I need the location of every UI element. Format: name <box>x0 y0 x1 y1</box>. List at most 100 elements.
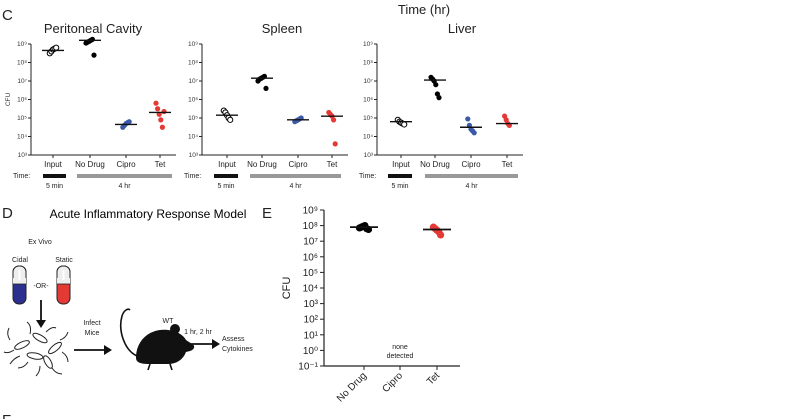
y-tick-label: 10⁸ <box>363 60 373 67</box>
data-point <box>53 44 60 51</box>
static-tube-icon <box>56 265 71 305</box>
cidal-label: Cidal <box>12 257 28 264</box>
x-tick-label: Cipro <box>116 160 136 169</box>
chart-spleen: Spleen 10³ 10⁴ 10⁵ 10⁶ 10⁷ 10⁸ 10⁹ Input No Drug C… <box>184 21 348 190</box>
treatment-time-bar <box>250 174 341 178</box>
time-label: Time: <box>13 173 30 180</box>
treatment-time-label: 4 hr <box>118 183 131 190</box>
y-tick-label: 10⁹ <box>303 206 318 217</box>
y-tick-label: 10⁷ <box>303 237 318 248</box>
chart-panel-e: 10⁻¹ 10⁰ 10¹ 10² 10³ 10⁴ 10⁵ 10⁶ 10⁷ 10⁸ 10⁹ CFU No … <box>281 206 460 404</box>
y-tick-label: 10⁴ <box>17 134 27 141</box>
x-tick-label: Input <box>218 160 237 169</box>
x-tick-label: Cipro <box>288 160 308 169</box>
data-point <box>437 231 445 239</box>
mice-label: Mice <box>85 330 100 337</box>
y-tick-label: 10¹ <box>304 330 319 341</box>
time-label: Time: <box>359 173 376 180</box>
y-tick-label: 10³ <box>304 299 319 310</box>
panel-e-letter: E <box>262 205 272 222</box>
static-label: Static <box>55 257 73 264</box>
x-tick-label: Tet <box>502 160 513 169</box>
panel-d-letter: D <box>2 205 13 222</box>
x-tick-label: Cipro <box>461 160 481 169</box>
cytokines-label: Cytokines <box>222 346 253 353</box>
x-tick-label: Input <box>392 160 411 169</box>
y-tick-label: 10⁷ <box>188 78 198 85</box>
y-tick-label: 10⁵ <box>188 115 198 122</box>
data-point <box>227 116 234 123</box>
treatment-time-label: 4 hr <box>289 183 302 190</box>
y-tick-label: 10⁶ <box>363 97 373 104</box>
data-point <box>91 52 97 58</box>
y-tick-label: 10⁸ <box>17 60 27 67</box>
x-tick-label: Tet <box>425 370 442 387</box>
x-tick-label: Input <box>44 160 63 169</box>
treatment-time-bar <box>77 174 172 178</box>
panel-f-letter: F <box>2 412 11 419</box>
data-point <box>153 100 159 106</box>
y-tick-label: 10³ <box>18 152 28 159</box>
y-tick-label: 10⁷ <box>17 78 27 85</box>
y-tick-label: 10⁴ <box>188 134 198 141</box>
y-tick-label: 10⁴ <box>363 134 373 141</box>
time-header: Time (hr) <box>398 2 450 17</box>
data-point <box>263 85 269 91</box>
chart-title: Liver <box>448 21 477 36</box>
none-detected-annotation: none <box>392 344 408 351</box>
time-label: Time: <box>184 173 201 180</box>
y-tick-label: 10⁹ <box>363 41 373 48</box>
y-tick-label: 10⁷ <box>363 78 373 85</box>
x-tick-label: Cipro <box>380 370 405 395</box>
y-tick-label: 10² <box>304 315 319 326</box>
y-axis-label: CFU <box>5 93 12 107</box>
y-tick-label: 10⁶ <box>188 97 198 104</box>
input-time-bar <box>214 174 238 178</box>
x-tick-label: No Drug <box>420 160 450 169</box>
y-tick-label: 10⁸ <box>303 221 318 232</box>
data-point <box>401 121 408 128</box>
none-detected-annotation: detected <box>387 353 414 360</box>
input-time-label: 5 min <box>46 183 63 190</box>
y-tick-label: 10³ <box>364 152 374 159</box>
data-point <box>331 117 337 123</box>
or-label: -OR- <box>33 283 49 290</box>
infect-label: Infect <box>83 320 100 327</box>
chart-title: Peritoneal Cavity <box>44 21 143 36</box>
y-tick-label: 10⁸ <box>188 60 198 67</box>
y-tick-label: 10⁶ <box>303 252 318 263</box>
y-tick-label: 10⁵ <box>17 115 27 122</box>
cidal-tube-icon <box>12 265 27 305</box>
panel-d-title: Acute Inflammatory Response Model <box>50 207 247 221</box>
chart-title: Spleen <box>262 21 302 36</box>
chart-liver: Liver 10³ 10⁴ 10⁵ 10⁶ 10⁷ 10⁸ 10⁹ Input No Drug Ci… <box>359 21 523 190</box>
wt-label: WT <box>163 318 175 325</box>
assess-arrow-icon <box>184 339 220 349</box>
data-point <box>155 106 161 112</box>
data-point <box>471 130 477 136</box>
assess-label: Assess <box>222 336 245 343</box>
y-tick-label: 10⁹ <box>17 41 27 48</box>
infect-arrow-icon <box>74 345 112 355</box>
down-arrow-icon <box>36 300 46 328</box>
chart-peritoneal-cavity: Peritoneal Cavity 10³ 10⁴ 10⁵ 10⁶ 10⁷ 10⁸ 10⁹ CF… <box>5 21 176 190</box>
data-point <box>436 95 442 101</box>
x-tick-label: No Drug <box>335 370 369 404</box>
y-tick-label: 10⁴ <box>303 284 318 295</box>
y-axis-label: CFU <box>281 277 293 300</box>
x-tick-label: Tet <box>327 160 338 169</box>
x-tick-label: No Drug <box>247 160 277 169</box>
data-point <box>159 124 165 130</box>
panel-c-letter: C <box>2 7 13 24</box>
y-tick-label: 10⁶ <box>17 97 27 104</box>
time-points-label: 1 hr, 2 hr <box>184 329 212 336</box>
mouse-icon <box>120 308 195 371</box>
treatment-time-bar <box>425 174 518 178</box>
data-point <box>433 82 439 88</box>
bacteria-cluster-icon <box>3 321 69 377</box>
y-tick-label: 10⁵ <box>303 268 318 279</box>
panel-d-diagram: Acute Inflammatory Response Model Ex Viv… <box>3 207 253 377</box>
data-point <box>161 108 167 115</box>
y-tick-label: 10⁵ <box>363 115 373 122</box>
